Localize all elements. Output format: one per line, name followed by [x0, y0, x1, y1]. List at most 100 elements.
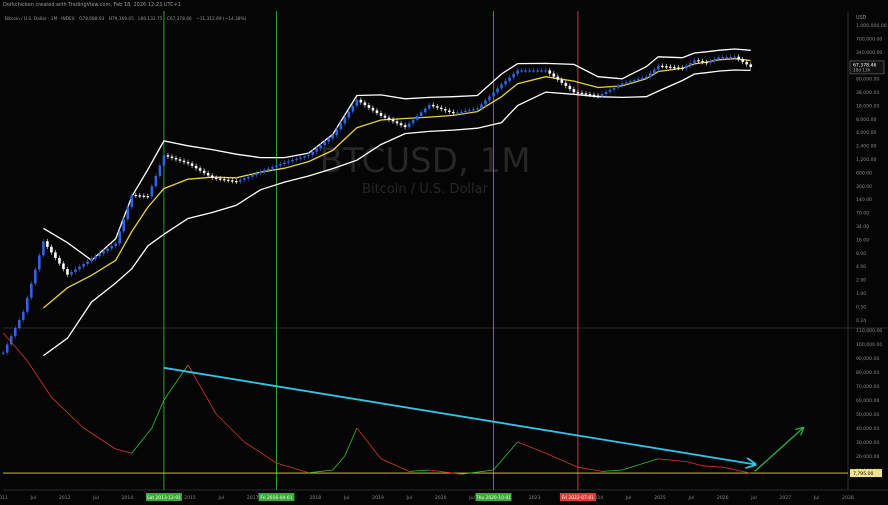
- oscillator-segment: [276, 462, 309, 474]
- candle-body: [307, 155, 310, 157]
- candle-body: [238, 180, 242, 182]
- oscillator-segment: [461, 469, 494, 475]
- projection-arrow: [754, 428, 803, 472]
- candle-body: [673, 67, 676, 69]
- time-tick-label: Jul: [468, 495, 475, 501]
- time-highlight-box: [145, 493, 182, 501]
- time-tick-label: 2017: [247, 495, 259, 501]
- oscillator-segment: [622, 458, 659, 471]
- price-tick-label: 2,400.00: [856, 144, 877, 150]
- candle-body: [247, 176, 250, 179]
- price-tick-label: 600.00: [856, 170, 872, 176]
- candle-body: [632, 80, 636, 82]
- candle-body: [697, 60, 700, 62]
- candle-body: [295, 158, 298, 161]
- candle-body: [399, 123, 403, 126]
- candle-body: [182, 160, 186, 163]
- price-tick-label: 140.00: [856, 197, 872, 203]
- time-tick-label: 2011: [0, 495, 8, 501]
- oscillator-segment: [429, 469, 462, 475]
- candle-body: [584, 93, 588, 95]
- candle-body: [468, 110, 471, 112]
- time-tick-label: 2027: [779, 495, 791, 501]
- candle-body: [339, 123, 343, 130]
- candle-body: [524, 70, 527, 72]
- time-tick-label: 2014: [121, 495, 133, 501]
- oscillator-segment: [577, 466, 603, 472]
- candle-body: [9, 336, 13, 345]
- candle-body: [194, 165, 198, 169]
- oscillator-segment: [409, 469, 430, 472]
- candle-body: [134, 194, 138, 197]
- candle-body: [343, 117, 347, 124]
- candle-body: [126, 207, 130, 220]
- oscillator-segment: [686, 461, 703, 467]
- candle-body: [452, 111, 455, 114]
- candle-body: [42, 241, 45, 256]
- candle-body: [315, 148, 318, 152]
- candle-body: [403, 125, 407, 128]
- candle-body: [122, 219, 126, 232]
- candle-body: [21, 311, 25, 320]
- price-tick-label: 38,000.00: [856, 90, 879, 96]
- candle-body: [564, 82, 568, 86]
- osc-last-label: 7,795.00: [853, 471, 874, 477]
- candle-body: [640, 77, 644, 80]
- candle-body: [13, 328, 17, 337]
- candle-body: [379, 113, 383, 116]
- price-tick-label: 18,000.00: [856, 103, 879, 109]
- time-highlight-box: [258, 493, 295, 501]
- candle-body: [520, 70, 523, 72]
- candle-body: [130, 194, 134, 208]
- time-tick-label: Jul: [343, 495, 350, 501]
- candle-body: [218, 178, 222, 180]
- time-tick-label: Jul: [625, 495, 632, 501]
- oscillator-segment: [83, 427, 116, 450]
- time-tick-label: 2012: [59, 495, 71, 501]
- candle-body: [110, 245, 113, 249]
- candle-body: [118, 231, 122, 244]
- candle-body: [532, 70, 535, 72]
- osc-tick-label: 100,000.00: [856, 342, 882, 348]
- symbol-name: Bitcoin / U.S. Dollar · 1M · INDEX: [5, 17, 75, 22]
- time-highlight-label: Thu 2020-10-01: [475, 495, 511, 501]
- candle-body: [331, 135, 335, 139]
- time-tick-label: Jul: [406, 495, 413, 501]
- time-tick-label: 2028: [842, 495, 854, 501]
- oscillator-segment: [151, 399, 165, 429]
- candle-body: [46, 241, 49, 247]
- time-tick-label: 2020: [435, 495, 447, 501]
- price-tick-label: 1,000,000.00: [856, 23, 887, 29]
- candle-body: [82, 263, 85, 267]
- candle-body: [259, 171, 262, 174]
- candle-body: [741, 59, 744, 62]
- oscillator-segment: [517, 441, 546, 454]
- candle-body: [383, 115, 387, 118]
- chart-caption: Dorkchicken created with TradingView.com…: [3, 2, 182, 8]
- candle-body: [737, 56, 740, 60]
- ohlc-open: O78,688.93: [79, 17, 105, 22]
- ohlc-high: H79,369.05: [108, 17, 134, 22]
- candle-body: [415, 115, 419, 120]
- last-price-label: 67,378.46: [853, 62, 876, 68]
- candle-body: [480, 104, 483, 109]
- candle-body: [1, 352, 5, 354]
- candle-body: [624, 82, 628, 84]
- oscillator-segment: [308, 469, 333, 474]
- candle-body: [347, 111, 351, 118]
- oscillator-segment: [702, 465, 723, 468]
- candle-body: [447, 110, 451, 112]
- candle-body: [528, 70, 531, 72]
- candle-body: [500, 84, 503, 89]
- price-tick-label: 2.00: [856, 278, 866, 284]
- candle-body: [628, 81, 632, 83]
- oscillator-pane: [2, 332, 751, 475]
- oscillator-segment: [51, 396, 84, 429]
- candle-body: [733, 56, 736, 58]
- time-tick-label: 2015: [184, 495, 196, 501]
- candle-body: [243, 178, 246, 181]
- candle-body: [496, 88, 499, 93]
- candle-body: [729, 56, 732, 59]
- candle-body: [371, 107, 375, 111]
